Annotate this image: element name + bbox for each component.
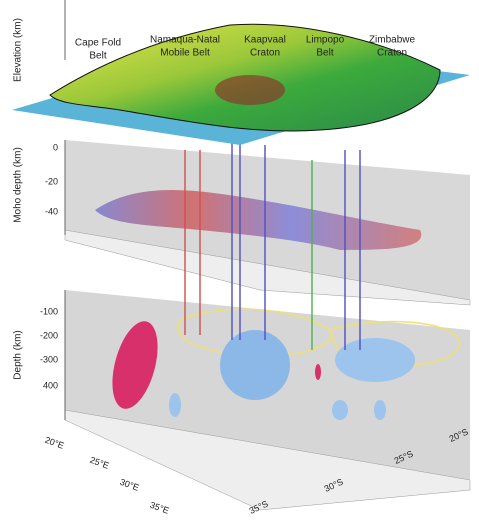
region-label: Craton bbox=[250, 48, 280, 59]
depth-box bbox=[65, 290, 470, 510]
region-label: Belt bbox=[316, 48, 333, 59]
region-label: Namaqua-Natal bbox=[150, 35, 220, 46]
region-label: Craton bbox=[377, 48, 407, 59]
region-label: Zimbabwe bbox=[369, 35, 416, 46]
depth-tick: 400 bbox=[43, 380, 58, 390]
figure: Elevation (km) Moho depth (km) Depth (km… bbox=[0, 0, 479, 523]
longitude-label: 35°E bbox=[149, 500, 171, 516]
depth-tick: -100 bbox=[40, 306, 58, 316]
region-label: Kaapvaal bbox=[244, 35, 286, 46]
elevation-map bbox=[12, 0, 470, 145]
moho-tick: -20 bbox=[45, 176, 58, 186]
longitude-label: 25°E bbox=[89, 455, 111, 471]
region-label: Limpopo bbox=[306, 35, 345, 46]
longitude-label: 20°E bbox=[44, 435, 66, 451]
longitude-label: 30°E bbox=[119, 477, 141, 493]
depth-axis-label: Depth (km) bbox=[13, 330, 24, 379]
region-label: Belt bbox=[89, 51, 106, 62]
region-label: Mobile Belt bbox=[160, 48, 210, 59]
region-label: Cape Fold bbox=[75, 38, 121, 49]
moho-tick: -40 bbox=[45, 206, 58, 216]
moho-tick: 0 bbox=[53, 142, 58, 152]
elevation-axis-label: Elevation (km) bbox=[13, 18, 24, 82]
depth-tick: -200 bbox=[40, 330, 58, 340]
moho-box bbox=[65, 140, 470, 305]
moho-axis-label: Moho depth (km) bbox=[13, 147, 24, 223]
depth-tick: -300 bbox=[40, 354, 58, 364]
